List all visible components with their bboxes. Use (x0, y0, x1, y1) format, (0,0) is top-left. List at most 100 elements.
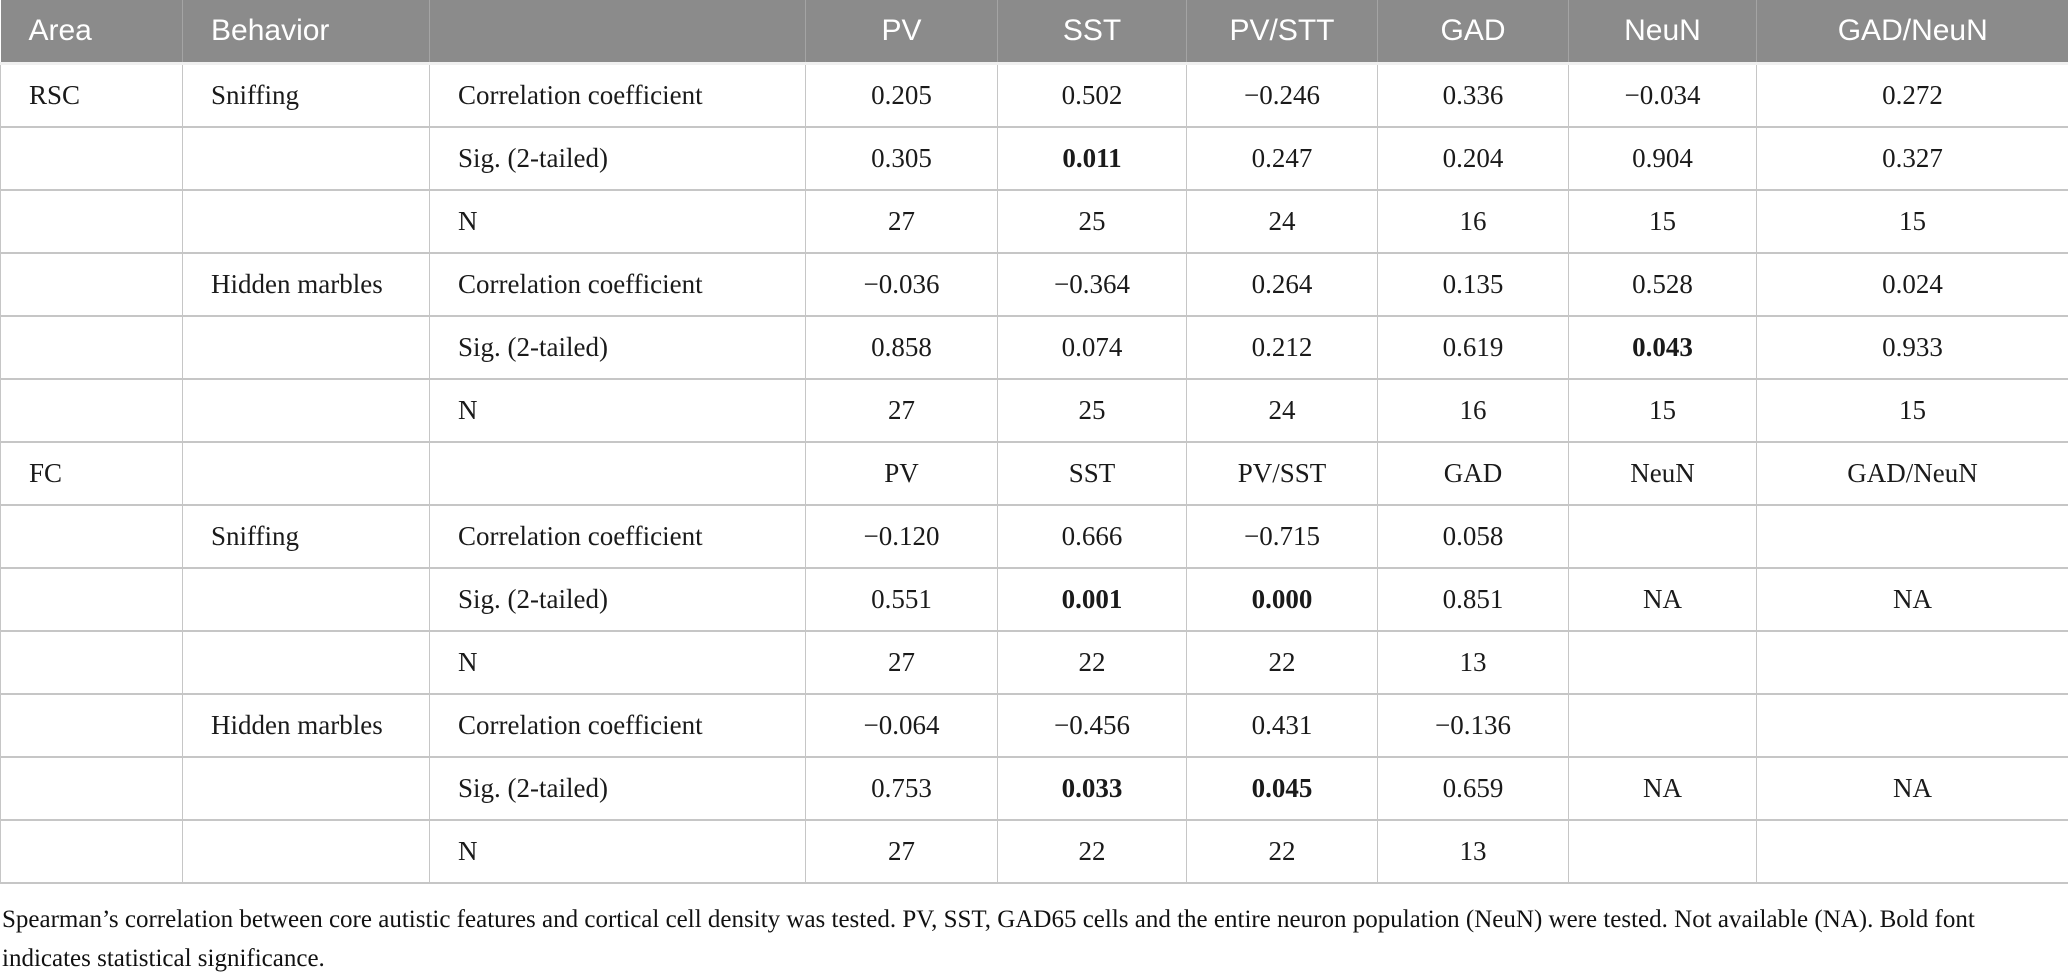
cell-value: 0.074 (998, 316, 1187, 379)
cell-value: 0.858 (806, 316, 998, 379)
header-cell-pv-stt: PV/STT (1187, 0, 1378, 64)
cell-value: GAD/NeuN (1757, 442, 2068, 505)
cell-area: FC (1, 442, 183, 505)
cell-value (1569, 631, 1757, 694)
cell-value: 0.212 (1187, 316, 1378, 379)
cell-area (1, 568, 183, 631)
cell-value: 0.528 (1569, 253, 1757, 316)
cell-value: NA (1569, 757, 1757, 820)
cell-value: 15 (1569, 190, 1757, 253)
cell-value: −0.715 (1187, 505, 1378, 568)
cell-label: Sig. (2-tailed) (430, 757, 806, 820)
header-cell-sst: SST (998, 0, 1187, 64)
cell-behavior (183, 631, 430, 694)
cell-value: 13 (1378, 631, 1569, 694)
header-cell-behavior: Behavior (183, 0, 430, 64)
cell-value: 25 (998, 379, 1187, 442)
cell-value: 0.247 (1187, 127, 1378, 190)
cell-value: 0.851 (1378, 568, 1569, 631)
cell-value: −0.246 (1187, 64, 1378, 128)
cell-value: 0.336 (1378, 64, 1569, 128)
cell-value: NA (1757, 757, 2068, 820)
cell-area (1, 190, 183, 253)
cell-behavior (183, 442, 430, 505)
cell-value: 0.000 (1187, 568, 1378, 631)
cell-value: 0.043 (1569, 316, 1757, 379)
cell-value: −0.064 (806, 694, 998, 757)
header-cell-pv: PV (806, 0, 998, 64)
cell-value: 0.305 (806, 127, 998, 190)
cell-area (1, 379, 183, 442)
cell-value: 22 (1187, 820, 1378, 883)
cell-value: 0.024 (1757, 253, 2068, 316)
cell-value: 0.204 (1378, 127, 1569, 190)
cell-value: 27 (806, 379, 998, 442)
cell-value: −0.364 (998, 253, 1187, 316)
cell-area (1, 820, 183, 883)
cell-value: 22 (1187, 631, 1378, 694)
cell-value: 0.502 (998, 64, 1187, 128)
cell-value: 27 (806, 631, 998, 694)
cell-value: 16 (1378, 379, 1569, 442)
cell-value: 0.933 (1757, 316, 2068, 379)
cell-value: 0.659 (1378, 757, 1569, 820)
cell-behavior: Sniffing (183, 505, 430, 568)
cell-value: −0.036 (806, 253, 998, 316)
cell-value: 0.264 (1187, 253, 1378, 316)
cell-value: −0.034 (1569, 64, 1757, 128)
cell-label: Correlation coefficient (430, 253, 806, 316)
cell-label: Correlation coefficient (430, 64, 806, 128)
cell-value: SST (998, 442, 1187, 505)
cell-value (1569, 820, 1757, 883)
cell-value: NA (1757, 568, 2068, 631)
cell-value (1569, 694, 1757, 757)
cell-value: 0.904 (1569, 127, 1757, 190)
cell-behavior (183, 190, 430, 253)
cell-area (1, 505, 183, 568)
cell-area (1, 127, 183, 190)
cell-value (1757, 505, 2068, 568)
cell-value: 22 (998, 820, 1187, 883)
cell-value: 13 (1378, 820, 1569, 883)
header-cell-neun: NeuN (1569, 0, 1757, 64)
header-cell-blank (430, 0, 806, 64)
cell-behavior (183, 757, 430, 820)
cell-value: GAD (1378, 442, 1569, 505)
cell-value (1757, 820, 2068, 883)
cell-label (430, 442, 806, 505)
cell-value: 27 (806, 820, 998, 883)
cell-value (1757, 631, 2068, 694)
cell-value: 0.666 (998, 505, 1187, 568)
cell-label: N (430, 820, 806, 883)
cell-area (1, 253, 183, 316)
cell-behavior (183, 127, 430, 190)
cell-area: RSC (1, 64, 183, 128)
cell-area (1, 694, 183, 757)
cell-behavior (183, 316, 430, 379)
cell-value: 0.272 (1757, 64, 2068, 128)
cell-value (1757, 694, 2068, 757)
cell-value: 16 (1378, 190, 1569, 253)
cell-value: 27 (806, 190, 998, 253)
cell-label: Correlation coefficient (430, 694, 806, 757)
cell-area (1, 631, 183, 694)
cell-value: 24 (1187, 379, 1378, 442)
cell-area (1, 757, 183, 820)
cell-value: 0.011 (998, 127, 1187, 190)
cell-value: 15 (1757, 379, 2068, 442)
cell-value: −0.456 (998, 694, 1187, 757)
cell-label: Sig. (2-tailed) (430, 568, 806, 631)
cell-label: N (430, 190, 806, 253)
cell-label: Sig. (2-tailed) (430, 316, 806, 379)
cell-label: N (430, 379, 806, 442)
cell-area (1, 316, 183, 379)
